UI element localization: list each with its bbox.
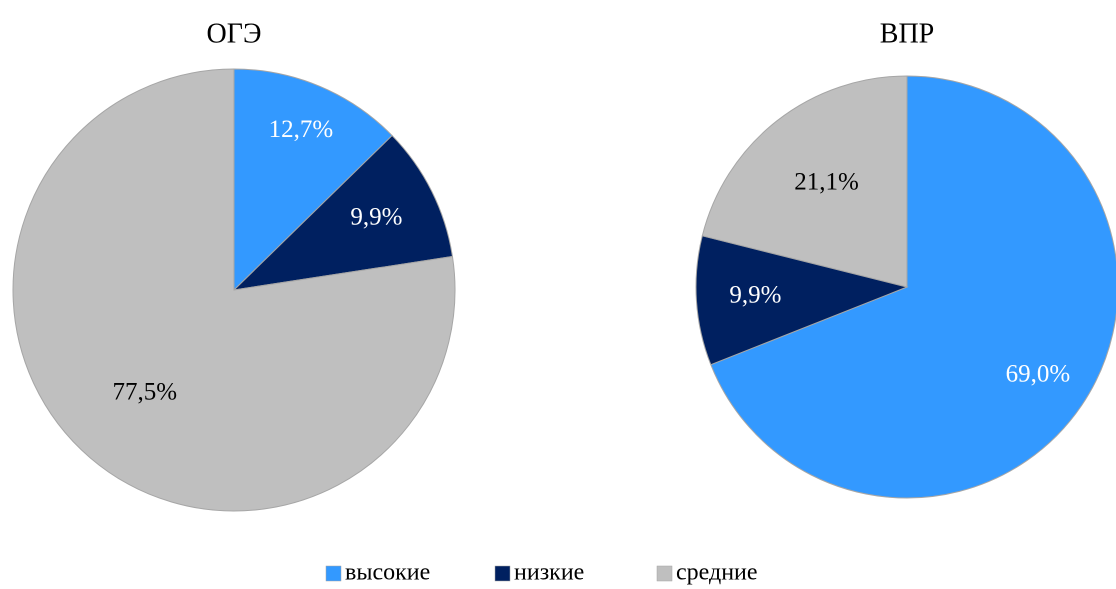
pie-slice bbox=[701, 75, 908, 288]
legend-swatch bbox=[494, 565, 511, 582]
legend-label: высокие bbox=[345, 560, 430, 586]
legend-label: средние bbox=[676, 560, 758, 586]
pie-slice bbox=[710, 75, 1116, 499]
pie-slice bbox=[12, 68, 456, 512]
data-label: 77,5% bbox=[112, 379, 177, 406]
legend-label: низкие bbox=[514, 560, 584, 586]
data-label: 12,7% bbox=[269, 116, 334, 143]
pie-slice bbox=[232, 134, 454, 291]
legend-swatch bbox=[325, 565, 342, 582]
pie-slice bbox=[233, 68, 393, 292]
chart-title: ОГЭ bbox=[207, 18, 262, 49]
data-label: 9,9% bbox=[729, 282, 781, 309]
data-label: 21,1% bbox=[794, 169, 859, 196]
data-label: 69,0% bbox=[1006, 361, 1071, 388]
data-label: 9,9% bbox=[350, 204, 402, 231]
pie-slice bbox=[695, 235, 909, 366]
chart-title: ВПР bbox=[880, 18, 934, 49]
legend-swatch bbox=[656, 565, 673, 582]
